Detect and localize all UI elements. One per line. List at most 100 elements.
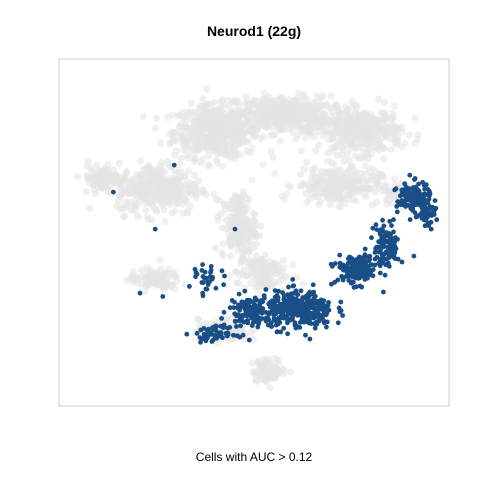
highlighted-cell-point: [416, 212, 422, 218]
highlighted-cell-point: [194, 331, 200, 336]
highlighted-cell-point: [399, 187, 405, 193]
highlighted-cell-point: [301, 306, 306, 312]
highlighted-cell-point: [370, 267, 376, 272]
background-cell-point: [248, 359, 257, 367]
highlighted-cell-point: [299, 318, 305, 324]
background-cell-point: [354, 113, 362, 121]
highlighted-cell-point: [303, 332, 308, 338]
background-cell-point: [327, 92, 335, 100]
highlighted-cell-point: [244, 313, 250, 319]
background-cell-point: [250, 369, 258, 377]
highlighted-cell-point: [389, 223, 394, 229]
background-cell-point: [261, 266, 269, 274]
highlighted-cell-point: [263, 287, 269, 292]
highlighted-cell-point: [298, 313, 304, 318]
background-cell-point: [243, 194, 251, 202]
highlighted-cell-point: [222, 273, 227, 279]
highlighted-cell-point: [285, 292, 291, 297]
background-cell-point: [309, 169, 317, 178]
highlighted-cell-point: [271, 312, 277, 318]
highlighted-cell-point: [407, 217, 413, 223]
background-cell-point: [332, 143, 340, 151]
highlighted-cell-point: [386, 263, 392, 269]
background-cell-point: [348, 140, 356, 148]
background-cell-point: [136, 157, 144, 165]
highlighted-cell-point: [243, 309, 249, 315]
background-cell-point: [329, 135, 337, 143]
background-cell-point: [377, 141, 385, 149]
highlighted-cell-point: [347, 254, 352, 260]
highlighted-cell-point: [213, 285, 219, 291]
highlighted-cell-point: [409, 192, 415, 198]
background-cell-point: [274, 356, 282, 364]
background-cell-point: [199, 95, 207, 103]
background-cell-point: [138, 266, 146, 274]
highlighted-cell-point: [210, 337, 216, 343]
highlighted-cell-point: [426, 191, 431, 197]
background-cell-point: [266, 282, 274, 290]
background-cell-point: [134, 213, 142, 221]
background-cell-point: [279, 276, 287, 284]
background-cell-point: [177, 154, 185, 162]
background-cell-point: [144, 167, 152, 175]
background-cell-point: [257, 282, 265, 290]
highlighted-cell-point: [426, 222, 432, 227]
highlighted-cell-point: [266, 322, 271, 328]
background-cell-point: [280, 256, 288, 264]
background-cell-point: [329, 170, 337, 178]
background-cell-point: [187, 99, 195, 107]
background-cell-point: [257, 113, 265, 121]
background-cell-point: [328, 112, 336, 121]
background-cell-point: [232, 97, 240, 105]
background-cell-point: [289, 97, 297, 106]
background-cell-point: [380, 109, 388, 117]
background-cell-point: [231, 116, 239, 124]
background-cell-point: [171, 285, 179, 293]
background-cell-point: [244, 249, 253, 257]
highlighted-cell-point: [212, 327, 217, 332]
background-cell-point: [219, 240, 227, 248]
highlighted-cell-point: [301, 301, 307, 306]
background-cell-point: [297, 112, 305, 120]
background-cell-point: [248, 176, 256, 184]
highlighted-cell-point: [395, 199, 401, 205]
background-cell-point: [320, 114, 328, 123]
highlighted-cell-point: [315, 311, 321, 316]
highlighted-cell-point: [271, 316, 277, 321]
highlighted-cell-point: [411, 188, 417, 194]
highlighted-cell-point: [363, 273, 369, 278]
background-cell-point: [326, 201, 334, 209]
background-cell-point: [310, 123, 318, 132]
highlighted-cell-point: [320, 300, 326, 306]
background-cell-point: [182, 145, 190, 153]
highlighted-cell-point: [357, 283, 363, 289]
highlighted-cell-point: [239, 299, 245, 305]
background-cell-point: [259, 132, 267, 141]
highlighted-cell-point: [250, 310, 256, 315]
background-cell-point: [181, 280, 189, 288]
background-cell-point: [256, 365, 264, 374]
background-cell-point: [247, 265, 255, 273]
background-cell-point: [360, 189, 368, 198]
background-cell-point: [220, 200, 228, 208]
highlighted-cell-point: [362, 246, 368, 252]
background-cell-point: [363, 181, 371, 190]
highlighted-cell-point: [201, 331, 207, 337]
highlighted-cell-point: [432, 198, 438, 204]
background-cell-point: [297, 147, 305, 155]
background-cell-point: [334, 195, 342, 203]
background-cell-point: [387, 145, 395, 154]
background-cell-point: [240, 266, 248, 274]
background-cell-point: [361, 162, 369, 170]
highlighted-cell-point: [184, 331, 190, 337]
highlighted-cell-point: [416, 181, 421, 187]
highlighted-cell-point: [219, 316, 225, 321]
background-cell-point: [110, 172, 118, 180]
highlighted-cell-point: [312, 314, 318, 320]
background-cell-point: [314, 113, 322, 121]
highlighted-cell-point: [259, 316, 265, 321]
highlighted-cell-point: [234, 324, 239, 329]
background-cell-point: [150, 279, 158, 287]
highlighted-cell-point: [395, 256, 401, 262]
highlighted-cell-point: [238, 323, 244, 329]
